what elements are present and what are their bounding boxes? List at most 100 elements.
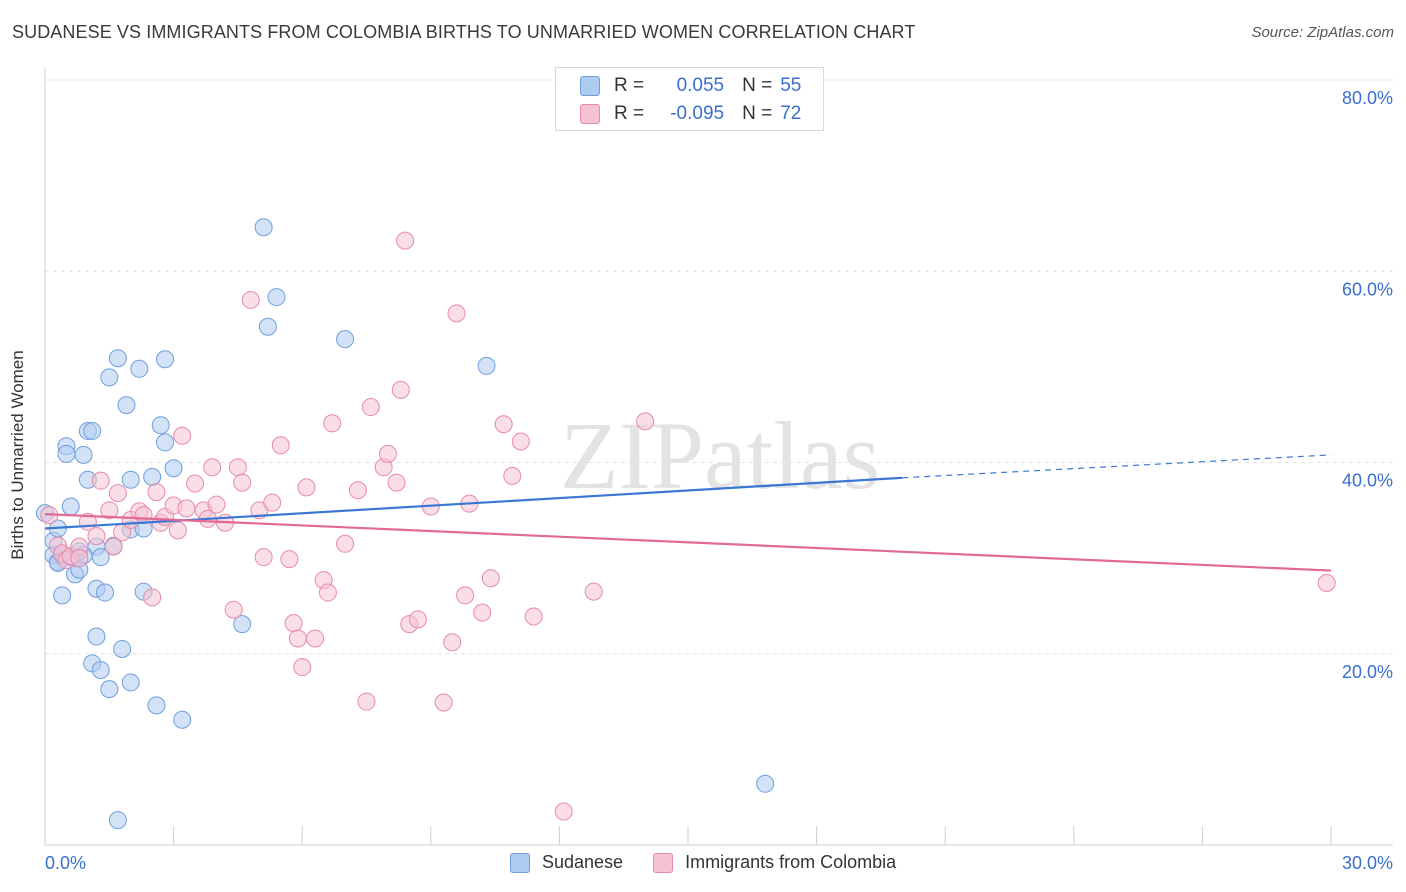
colombia-point: [177, 499, 196, 518]
series-legend: Sudanese Immigrants from Colombia: [510, 852, 926, 873]
colombia-point: [288, 629, 307, 648]
colombia-point: [207, 495, 226, 514]
sudanese-point: [91, 661, 110, 680]
r-label: R =: [614, 103, 645, 124]
sudanese-point: [477, 356, 496, 375]
sudanese-point: [164, 459, 183, 478]
colombia-point: [524, 607, 543, 626]
sudanese-point: [100, 680, 119, 699]
colombia-point: [87, 527, 106, 546]
tick-labels: 20.0% 40.0% 60.0% 80.0% 0.0% 30.0%: [45, 88, 1393, 873]
sudanese-point: [87, 627, 106, 646]
colombia-point: [396, 231, 415, 250]
colombia-point: [241, 290, 260, 309]
colombia-point: [280, 550, 299, 569]
colombia-point: [147, 483, 166, 502]
legend-label: Sudanese: [542, 852, 624, 872]
blue-swatch-icon: [580, 76, 600, 96]
n-value: 55: [780, 75, 802, 96]
sudanese-point: [143, 467, 162, 486]
sudanese-point: [267, 288, 286, 307]
sudanese-point: [233, 615, 252, 634]
colombia-point: [378, 444, 397, 463]
colombia-point: [336, 534, 355, 553]
colombia-point: [306, 629, 325, 648]
colombia-point: [233, 473, 252, 492]
colombia-point: [323, 414, 342, 433]
y-tick-label: 40.0%: [1342, 471, 1393, 491]
x-tick-label: 30.0%: [1342, 853, 1393, 873]
colombia-point: [263, 493, 282, 512]
colombia-point: [104, 537, 123, 556]
sudanese-point: [151, 416, 170, 435]
colombia-point: [456, 586, 475, 605]
sudanese-point: [53, 586, 72, 605]
sudanese-point: [258, 317, 277, 336]
colombia-point: [143, 588, 162, 607]
colombia-point: [511, 432, 530, 451]
sudanese-point: [117, 396, 136, 415]
legend-row-sudanese: R = 0.055 N = 55: [580, 73, 801, 99]
sudanese-point: [130, 359, 149, 378]
n-label: N =: [742, 103, 773, 124]
y-tick-label: 60.0%: [1342, 279, 1393, 299]
colombia-point: [318, 583, 337, 602]
pink-swatch-icon: [653, 852, 674, 873]
legend-label: Immigrants from Colombia: [685, 852, 897, 872]
blue-swatch-icon: [510, 852, 530, 873]
watermark: ZIPatlas: [560, 402, 880, 509]
correlation-legend: R = 0.055 N = 55 R = -0.095 N = 72: [555, 67, 824, 131]
colombia-point: [481, 569, 500, 588]
sudanese-point: [336, 330, 355, 349]
sudanese-point: [57, 444, 76, 463]
n-label: N =: [742, 75, 773, 96]
colombia-point: [503, 466, 522, 485]
colombia-point: [100, 501, 119, 520]
colombia-point: [297, 478, 316, 497]
colombia-trend-line: [44, 513, 1332, 572]
sudanese-point: [108, 811, 127, 830]
colombia-point: [293, 658, 312, 677]
colombia-point: [447, 304, 466, 323]
sudanese-point: [121, 470, 140, 489]
colombia-point: [70, 549, 89, 568]
legend-item-sudanese: Sudanese: [510, 852, 623, 873]
r-value: 0.055: [676, 75, 725, 96]
r-label: R =: [614, 75, 645, 96]
n-value: 72: [780, 103, 802, 124]
y-tick-label: 80.0%: [1342, 88, 1393, 108]
axes: [44, 68, 1393, 846]
sudanese-trend-extension: [902, 454, 1332, 479]
chart-title: SUDANESE VS IMMIGRANTS FROM COLOMBIA BIR…: [12, 22, 916, 42]
sudanese-point: [61, 497, 80, 516]
r-value: -0.095: [670, 103, 725, 124]
legend-row-colombia: R = -0.095 N = 72: [580, 101, 801, 127]
colombia-point: [134, 506, 153, 525]
data-points: [36, 218, 1336, 830]
colombia-point: [391, 380, 410, 399]
pink-swatch-icon: [580, 104, 600, 124]
colombia-point: [494, 415, 513, 434]
colombia-point: [228, 458, 247, 477]
colombia-point: [554, 802, 573, 821]
legend-item-colombia: Immigrants from Colombia: [653, 852, 896, 873]
sudanese-point: [254, 218, 273, 237]
sudanese-point: [100, 368, 119, 387]
colombia-point: [108, 484, 127, 503]
y-tick-label: 20.0%: [1342, 662, 1393, 682]
colombia-point: [408, 610, 427, 629]
sudanese-point: [96, 583, 115, 602]
x-tick-label: 0.0%: [45, 853, 86, 873]
sudanese-point: [108, 349, 127, 368]
colombia-point: [284, 614, 303, 633]
colombia-point: [357, 692, 376, 711]
y-axis-label: Births to Unmarried Women: [8, 350, 27, 560]
sudanese-point: [121, 673, 140, 692]
colombia-point: [348, 481, 367, 500]
sudanese-point: [147, 696, 166, 715]
colombia-point: [91, 471, 110, 490]
sudanese-point: [156, 433, 175, 452]
colombia-point: [271, 436, 290, 455]
sudanese-point: [156, 350, 175, 369]
